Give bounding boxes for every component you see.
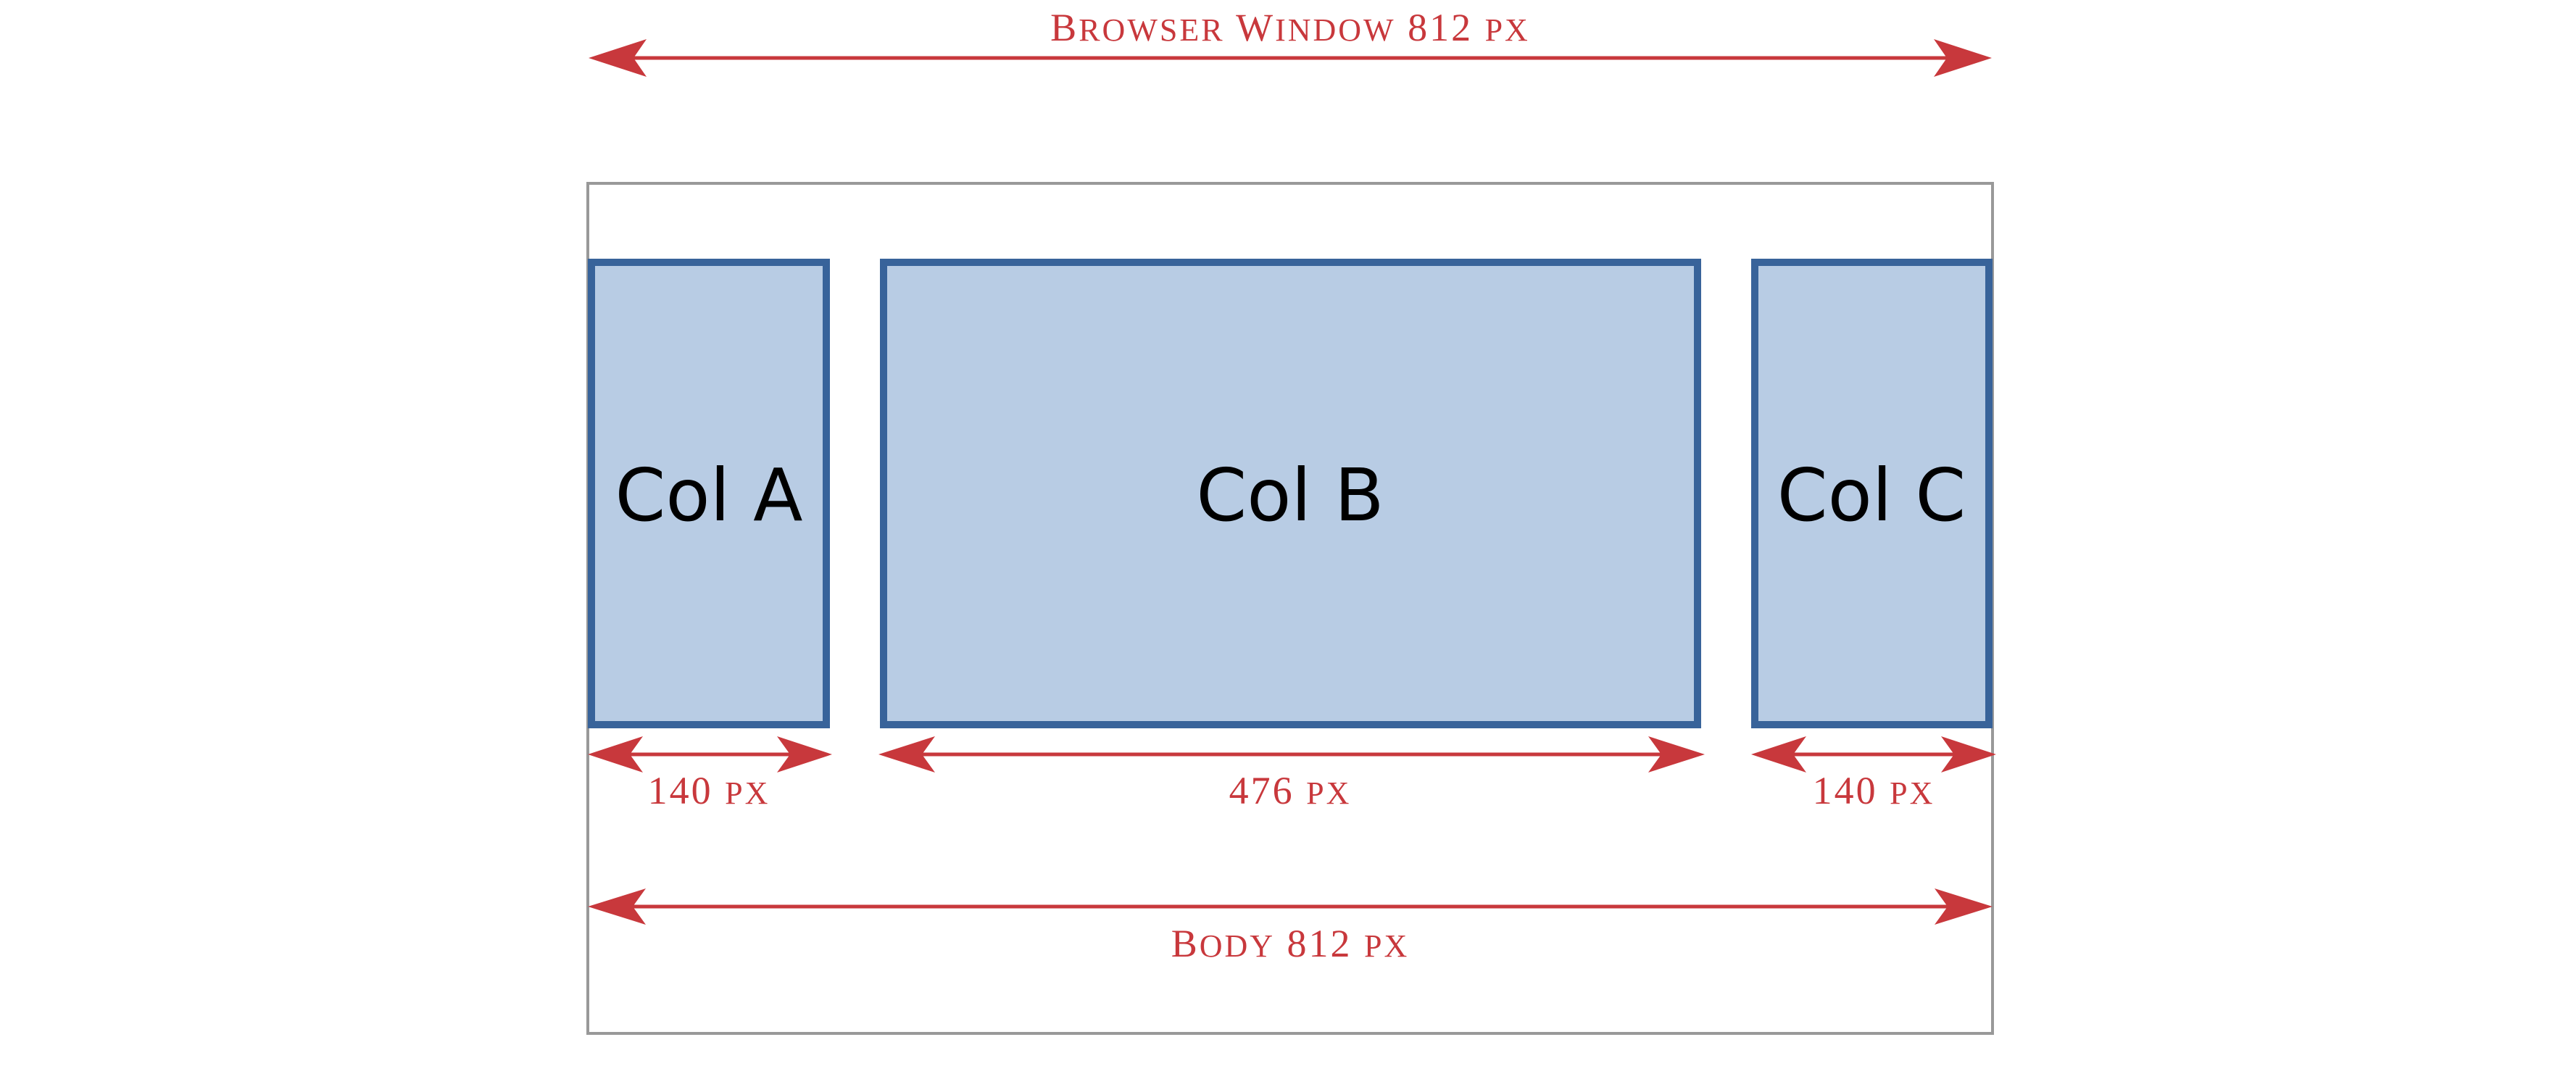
browser-window-dimension: BROWSER WINDOW 812 PX (589, 6, 1992, 77)
column-c-label: Col C (1777, 453, 1966, 538)
column-c-width-label: 140 PX (1813, 769, 1935, 812)
double-headed-arrow-icon (1751, 736, 1996, 773)
double-headed-arrow-icon (589, 39, 1992, 77)
column-b-box (880, 259, 1701, 728)
double-headed-arrow-icon (588, 736, 832, 773)
column-c: Col C (1751, 259, 1993, 728)
column-b-width-label: 476 PX (1229, 769, 1352, 812)
column-a-label: Col A (615, 453, 803, 538)
column-a-box (588, 259, 830, 728)
double-headed-arrow-icon (588, 888, 1993, 925)
column-a: Col A (588, 259, 830, 728)
browser-window-label: BROWSER WINDOW 812 PX (1050, 6, 1530, 49)
column-c-box (1751, 259, 1993, 728)
column-a-width-label: 140 PX (648, 769, 770, 812)
double-headed-arrow-icon (878, 736, 1705, 773)
column-a-dimension: 140 PX (588, 736, 832, 812)
column-c-dimension: 140 PX (1751, 736, 1996, 812)
body-dimension: BODY 812 PX (588, 888, 1993, 965)
column-b: Col B (880, 259, 1701, 728)
body-width-label: BODY 812 PX (1171, 922, 1410, 965)
column-b-label: Col B (1196, 453, 1384, 538)
column-b-dimension: 476 PX (878, 736, 1705, 812)
